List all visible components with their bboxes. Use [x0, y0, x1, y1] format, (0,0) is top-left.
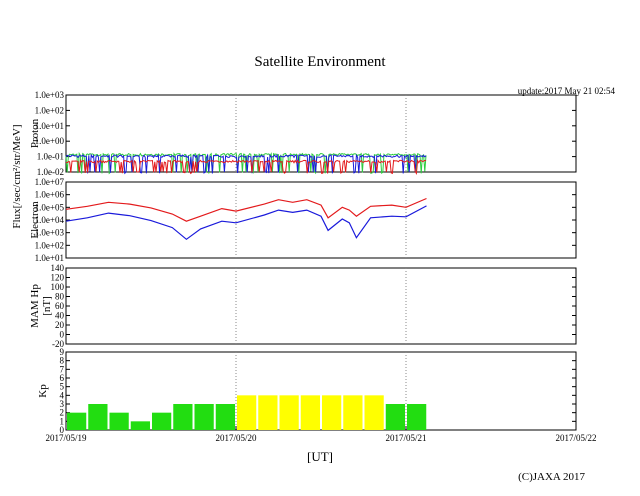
x-tick-label: 2017/05/22: [555, 433, 596, 443]
kp-ytick-label: 7: [60, 364, 65, 374]
proton-series-line: [65, 151, 427, 175]
kp-bar: [258, 395, 278, 430]
kp-bar: [194, 404, 214, 430]
chart-title: Satellite Environment: [254, 54, 386, 70]
proton-ytick-label: 1.0e+00: [35, 136, 65, 146]
kp-bar: [237, 395, 257, 430]
kp-bar: [385, 404, 405, 430]
kp-bar: [109, 412, 129, 430]
kp-ytick-label: 4: [60, 390, 65, 400]
kp-ytick-label: 8: [60, 356, 65, 366]
kp-ytick-label: 5: [60, 382, 65, 392]
kp-bar: [343, 395, 363, 430]
electron-ytick-label: 1.0e+04: [35, 215, 65, 225]
kp-bar: [88, 404, 108, 430]
x-axis-label: [UT]: [307, 449, 333, 464]
kp-bar: [152, 412, 172, 430]
electron-ytick-label: 1.0e+03: [35, 228, 65, 238]
mam-hp-ytick-label: 140: [51, 263, 65, 273]
electron-series-line: [65, 205, 427, 241]
kp-frame: [65, 351, 577, 431]
proton-ytick-label: 1.0e-01: [37, 152, 64, 162]
mam-hp-ytick-label: 120: [51, 273, 65, 283]
x-tick-label: 2017/05/21: [385, 433, 426, 443]
electron-ytick-label: 1.0e+07: [35, 177, 65, 187]
kp-bar: [67, 412, 87, 430]
proton-ylabel: Proton: [29, 118, 41, 148]
proton-ytick-label: 1.0e+03: [35, 90, 65, 100]
mam-hp-frame: [65, 267, 577, 345]
proton-ytick-label: 1.0e-02: [37, 167, 64, 177]
kp-bar: [407, 404, 427, 430]
mam-hp-ytick-label: 80: [55, 292, 65, 302]
panels: 1.0e-021.0e-011.0e+001.0e+011.0e+021.0e+…: [11, 90, 597, 443]
x-tick-label: 2017/05/19: [45, 433, 87, 443]
update-timestamp: update:2017 May 21 02:54: [518, 86, 616, 96]
kp-ytick-label: 6: [60, 373, 65, 383]
proton-ytick-label: 1.0e+01: [35, 121, 64, 131]
kp-bar: [300, 395, 320, 430]
proton-ytick-label: 1.0e+02: [35, 105, 64, 115]
mam-hp-ytick-label: 60: [55, 301, 65, 311]
kp-bar: [322, 395, 342, 430]
mam-hp-ytick-label: 100: [51, 282, 65, 292]
electron-ytick-label: 1.0e+02: [35, 240, 64, 250]
kp-ytick-label: 2: [60, 408, 65, 418]
panel-proton: 1.0e-02 1.0e-01 1.0e+00 1.0e+01 1.0e+02 1.0e+…: [29, 90, 577, 177]
kp-bar: [364, 395, 384, 430]
kp-ytick-label: 9: [60, 347, 65, 357]
kp-ytick-label: 0: [60, 425, 65, 435]
electron-series-line: [65, 197, 427, 222]
mam-hp-ytick-label: -20: [52, 339, 64, 349]
mam-hp-ylabel-unit: [nT]: [41, 296, 53, 316]
electron-ytick-label: 1.0e+05: [35, 202, 65, 212]
mam-hp-ytick-label: 20: [55, 320, 65, 330]
mam-hp-ytick-label: 0: [60, 330, 65, 340]
mam-hp-ylabel: MAM Hp: [29, 284, 41, 328]
kp-bar: [279, 395, 299, 430]
electron-ytick-label: 1.0e+06: [35, 190, 65, 200]
electron-frame: [65, 181, 577, 259]
kp-bar: [130, 421, 150, 430]
electron-ylabel: Electron: [29, 201, 41, 239]
mam-hp-ytick-label: 40: [55, 311, 65, 321]
flux-ylabel: Flux[/sec/cm²/str/MeV]: [11, 124, 23, 228]
proton-series-line: [65, 153, 427, 175]
proton-series-line: [65, 158, 426, 176]
kp-bar: [215, 404, 235, 430]
kp-ytick-label: 1: [60, 416, 65, 426]
panel-electron: 1.0e+01 1.0e+02 1.0e+03 1.0e+04 1.0e+05 1.0e+…: [29, 177, 577, 263]
kp-ylabel: Kp: [37, 384, 49, 398]
x-tick-label: 2017/05/20: [215, 433, 257, 443]
copyright: (C)JAXA 2017: [518, 471, 585, 483]
electron-ytick-label: 1.0e+01: [35, 253, 64, 263]
kp-ytick-label: 3: [60, 399, 65, 409]
kp-bar: [173, 404, 193, 430]
